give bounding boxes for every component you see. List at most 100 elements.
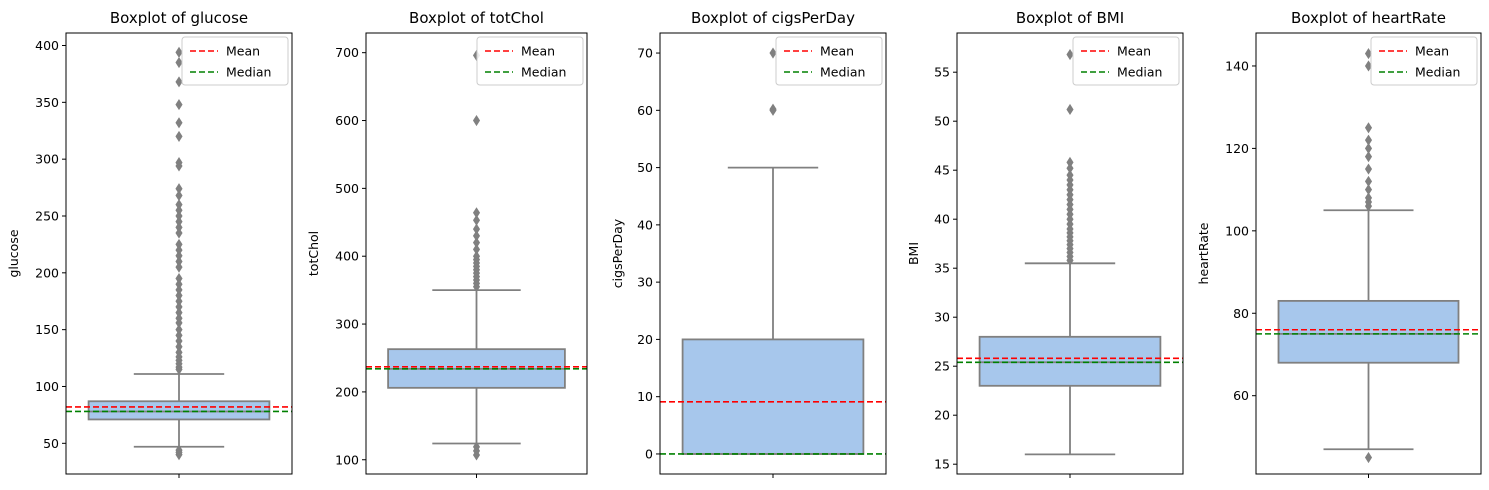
panel-3: Boxplot of cigsPerDay cigsPerDay 0 10 20 30 40… [610, 9, 887, 478]
axes-frame [659, 32, 887, 475]
legend-label: Median [226, 65, 271, 80]
outlier-point [1364, 184, 1373, 196]
y-axis-label: cigsPerDay [610, 218, 625, 288]
outlier-point [175, 278, 183, 290]
outlier-point [175, 289, 183, 302]
outlier-point [1364, 192, 1373, 204]
y-tick-label: 0 [645, 446, 653, 461]
outlier-point [175, 130, 183, 142]
outlier-point [175, 272, 183, 285]
y-tick-label: 20 [637, 332, 653, 347]
y-tick-label: 500 [335, 181, 359, 196]
outlier-point [1066, 169, 1074, 181]
outlier-point [1066, 103, 1074, 115]
outlier-point [175, 227, 183, 239]
chart-title: Boxplot of BMI [1016, 9, 1124, 27]
y-tick-label: 50 [637, 160, 653, 175]
outlier-point [175, 346, 183, 358]
outlier-point [175, 295, 183, 307]
y-tick-label: 40 [637, 217, 653, 232]
outlier-point [175, 157, 183, 169]
outlier-point [472, 250, 481, 262]
outlier-point [175, 301, 183, 313]
outlier-point [769, 47, 777, 59]
panel-5: Boxplot of heartRate heartRate 60 80 100 120 1… [1196, 9, 1482, 478]
y-tick-label: 60 [637, 103, 653, 118]
legend-box [476, 36, 584, 86]
outlier-point [175, 204, 183, 216]
outlier-point [175, 335, 183, 347]
chart-title: Boxplot of cigsPerDay [691, 9, 855, 27]
legend: Mean Median [775, 36, 883, 86]
outlier-point [175, 221, 183, 233]
outlier-point [175, 312, 183, 324]
y-tick-label: 10 [637, 389, 653, 404]
outlier-point [175, 56, 183, 69]
outlier-point [175, 250, 183, 262]
outlier-point [472, 214, 481, 226]
y-axis-label: totChol [306, 231, 321, 276]
y-tick-label: 120 [1225, 141, 1249, 156]
outlier-point [1066, 162, 1074, 174]
outlier-point [1364, 134, 1373, 146]
box [681, 338, 865, 455]
y-tick-label: 15 [934, 457, 950, 472]
panel-4: Boxplot of BMIBMI152025303540455055MeanM… [906, 9, 1184, 478]
outlier-point [1364, 163, 1373, 175]
y-tick-label: 300 [35, 152, 59, 167]
panel-2: Boxplot of totChol totChol 100 200 300 400 500… [306, 9, 588, 478]
legend: Mean Median [476, 36, 584, 86]
outlier-point [175, 210, 183, 222]
legend-box [775, 36, 883, 86]
legend-box [1370, 36, 1478, 86]
outlier-point [1066, 156, 1074, 168]
axes-frame [365, 32, 588, 475]
chart-title: Boxplot of totChol [409, 9, 544, 27]
legend-label: Mean [1117, 44, 1151, 59]
y-tick-label: 300 [335, 317, 359, 332]
y-tick-label: 50 [934, 114, 950, 129]
legend: Mean Median [1072, 36, 1180, 86]
outlier-point [175, 284, 183, 296]
legend: Mean Median [181, 36, 289, 86]
y-tick-label: 400 [35, 38, 59, 53]
legend-label: Mean [521, 44, 555, 59]
outlier-point [175, 341, 183, 353]
outlier-point [175, 329, 183, 341]
outlier-point [1364, 122, 1373, 134]
y-tick-label: 100 [1225, 223, 1249, 238]
outlier-point [769, 103, 777, 115]
legend-label: Median [521, 65, 566, 80]
y-tick-label: 400 [335, 249, 359, 264]
outlier-point [175, 76, 183, 88]
outlier-point [175, 99, 183, 111]
y-tick-label: 70 [637, 46, 653, 61]
legend-label: Mean [820, 44, 854, 59]
axes-frame [65, 32, 293, 475]
y-tick-label: 30 [934, 310, 950, 325]
y-tick-label: 35 [934, 261, 950, 276]
outlier-point [175, 324, 183, 336]
legend-label: Mean [1415, 44, 1449, 59]
outlier-point [1364, 175, 1373, 187]
outlier-point [472, 237, 481, 249]
y-tick-label: 50 [43, 436, 59, 451]
axes-frame [1255, 32, 1482, 475]
outlier-point [175, 307, 183, 319]
y-tick-label: 20 [934, 408, 950, 423]
panel-1: Boxplot of glucose glucose 50 100 150 200 250 3… [6, 9, 293, 478]
legend-label: Median [820, 65, 865, 80]
outlier-point [1364, 151, 1373, 163]
chart-title: Boxplot of heartRate [1291, 9, 1446, 27]
outlier-point [175, 216, 183, 228]
y-tick-label: 350 [35, 95, 59, 110]
outlier-point [472, 441, 481, 453]
y-tick-label: 55 [934, 65, 950, 80]
legend-label: Mean [226, 44, 260, 59]
y-axis-label: BMI [906, 242, 921, 265]
outlier-point [175, 189, 183, 202]
outlier-point [175, 444, 183, 456]
y-tick-label: 150 [35, 322, 59, 337]
y-tick-label: 40 [934, 212, 950, 227]
outlier-point [472, 207, 481, 219]
